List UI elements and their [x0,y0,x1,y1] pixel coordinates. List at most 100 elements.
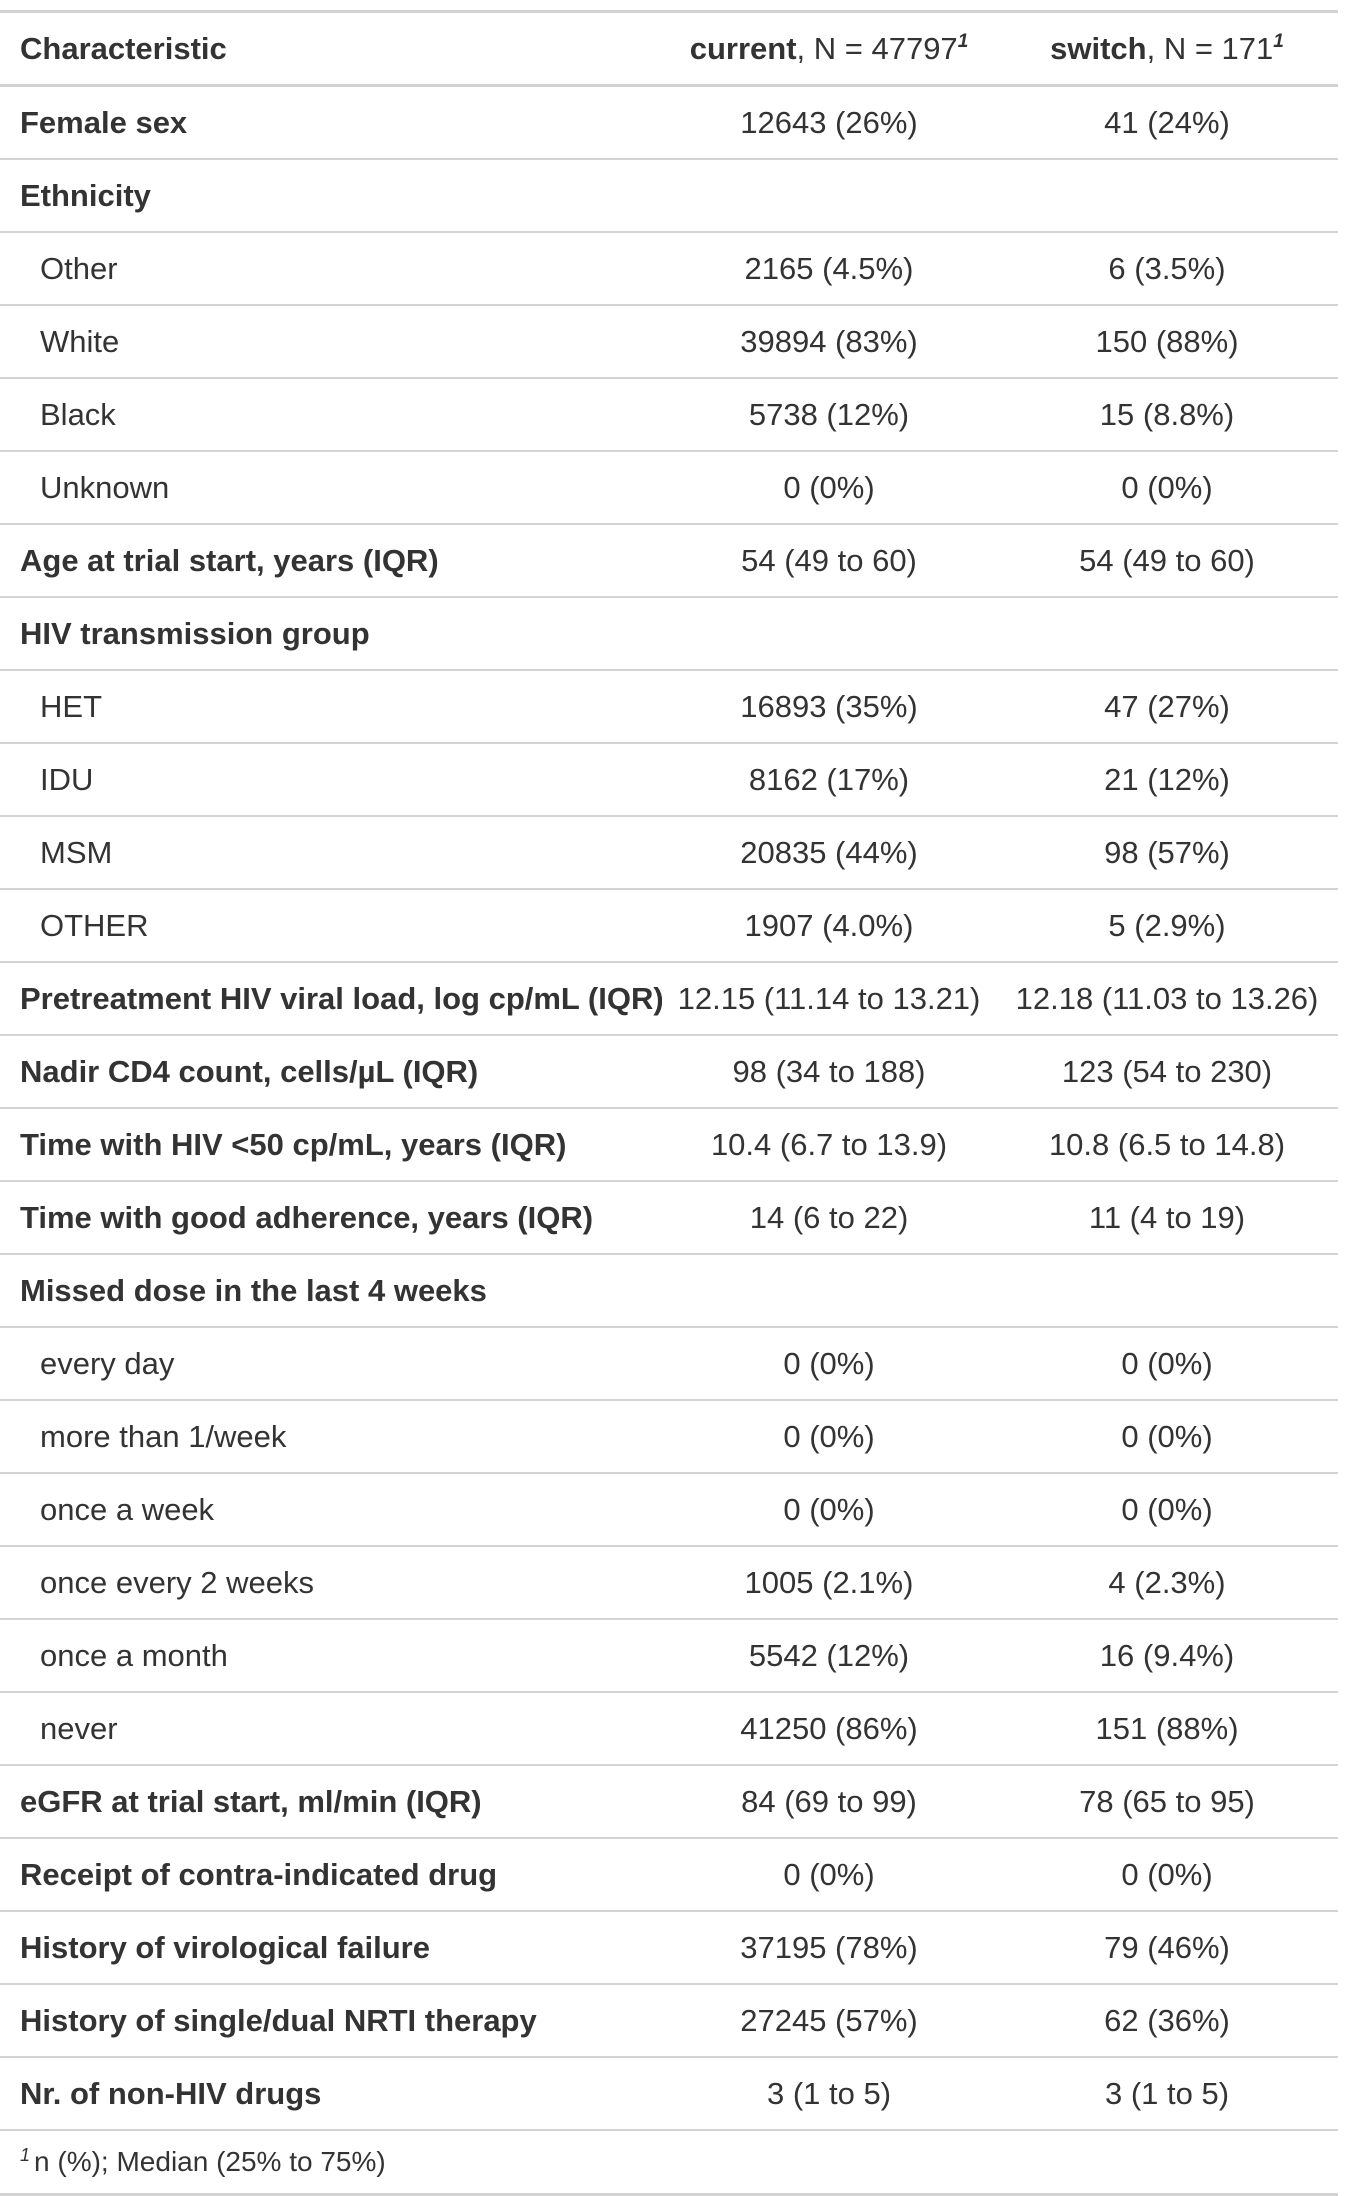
row-label: HIV transmission group [0,597,662,671]
table-row: History of single/dual NRTI therapy 27245… [0,1984,1338,2058]
row-label: Ethnicity [0,159,662,233]
row-label: Black [0,378,662,452]
row-label: MSM [0,816,662,890]
current-value: 98 (34 to 188) [662,1035,996,1109]
row-label: Female sex [0,85,662,160]
switch-value: 16 (9.4%) [996,1619,1338,1693]
switch-value: 123 (54 to 230) [996,1035,1338,1109]
current-value: 5542 (12%) [662,1619,996,1693]
switch-value: 0 (0%) [996,1400,1338,1474]
current-value: 1907 (4.0%) [662,889,996,963]
row-label: every day [0,1327,662,1401]
header-current-footnote-mark: 1 [957,31,969,52]
table-row: Nr. of non-HIV drugs 3 (1 to 5) 3 (1 to 5) [0,2057,1338,2131]
row-label: White [0,305,662,379]
header-switch-name: switch [1050,31,1147,66]
table-row: Pretreatment HIV viral load, log cp/mL (… [0,962,1338,1036]
row-label: Missed dose in the last 4 weeks [0,1254,662,1328]
table-body: Female sex 12643 (26%) 41 (24%) Ethnicity Ot… [0,85,1338,2131]
row-label: Nr. of non-HIV drugs [0,2057,662,2131]
table-row: IDU 8162 (17%) 21 (12%) [0,743,1338,817]
header-current: current, N = 477971 [662,11,996,87]
switch-value: 79 (46%) [996,1911,1338,1985]
row-label: Time with good adherence, years (IQR) [0,1181,662,1255]
table-row: Time with HIV <50 cp/mL, years (IQR) 10.4… [0,1108,1338,1182]
footnote-text: n (%); Median (25% to 75%) [34,2146,386,2177]
current-value: 5738 (12%) [662,378,996,452]
switch-value: 0 (0%) [996,1838,1338,1912]
table-row: MSM 20835 (44%) 98 (57%) [0,816,1338,890]
summary-table-container: Characteristic current, N = 477971 switc… [0,10,1338,2196]
row-label: History of single/dual NRTI therapy [0,1984,662,2058]
row-label: Age at trial start, years (IQR) [0,524,662,598]
current-value [662,1254,996,1328]
current-value: 12643 (26%) [662,85,996,160]
current-value: 41250 (86%) [662,1692,996,1766]
current-value: 10.4 (6.7 to 13.9) [662,1108,996,1182]
switch-value: 62 (36%) [996,1984,1338,2058]
footnote-mark: 1 [20,2145,31,2165]
switch-value: 4 (2.3%) [996,1546,1338,1620]
current-value: 3 (1 to 5) [662,2057,996,2131]
row-label: History of virological failure [0,1911,662,1985]
current-value [662,597,996,671]
table-row: Other 2165 (4.5%) 6 (3.5%) [0,232,1338,306]
header-characteristic: Characteristic [0,11,662,87]
table-row: Female sex 12643 (26%) 41 (24%) [0,85,1338,160]
table-row: eGFR at trial start, ml/min (IQR) 84 (69 … [0,1765,1338,1839]
switch-value [996,1254,1338,1328]
row-label: more than 1/week [0,1400,662,1474]
table-row: Black 5738 (12%) 15 (8.8%) [0,378,1338,452]
current-value: 2165 (4.5%) [662,232,996,306]
row-label: Receipt of contra-indicated drug [0,1838,662,1912]
row-label: Other [0,232,662,306]
header-switch-footnote-mark: 1 [1273,31,1284,52]
switch-value: 98 (57%) [996,816,1338,890]
table-row: every day 0 (0%) 0 (0%) [0,1327,1338,1401]
row-label: never [0,1692,662,1766]
table-row: once every 2 weeks 1005 (2.1%) 4 (2.3%) [0,1546,1338,1620]
switch-value: 10.8 (6.5 to 14.8) [996,1108,1338,1182]
switch-value [996,159,1338,233]
table-row: Missed dose in the last 4 weeks [0,1254,1338,1328]
switch-value: 54 (49 to 60) [996,524,1338,598]
row-label: Nadir CD4 count, cells/µL (IQR) [0,1035,662,1109]
switch-value: 78 (65 to 95) [996,1765,1338,1839]
switch-value: 15 (8.8%) [996,378,1338,452]
switch-value: 6 (3.5%) [996,232,1338,306]
switch-value: 21 (12%) [996,743,1338,817]
row-label: Time with HIV <50 cp/mL, years (IQR) [0,1108,662,1182]
header-switch: switch, N = 1711 [996,11,1338,87]
row-label: once every 2 weeks [0,1546,662,1620]
row-label: Pretreatment HIV viral load, log cp/mL (… [0,962,662,1036]
table-row: once a week 0 (0%) 0 (0%) [0,1473,1338,1547]
current-value: 1005 (2.1%) [662,1546,996,1620]
table-row: Time with good adherence, years (IQR) 14 … [0,1181,1338,1255]
row-label: HET [0,670,662,744]
table-row: once a month 5542 (12%) 16 (9.4%) [0,1619,1338,1693]
summary-table: Characteristic current, N = 477971 switc… [0,10,1338,2196]
table-row: more than 1/week 0 (0%) 0 (0%) [0,1400,1338,1474]
current-value: 39894 (83%) [662,305,996,379]
table-row: never 41250 (86%) 151 (88%) [0,1692,1338,1766]
switch-value: 0 (0%) [996,451,1338,525]
current-value: 0 (0%) [662,451,996,525]
current-value: 14 (6 to 22) [662,1181,996,1255]
switch-value [996,597,1338,671]
switch-value: 151 (88%) [996,1692,1338,1766]
table-row: Age at trial start, years (IQR) 54 (49 to… [0,524,1338,598]
row-label: once a month [0,1619,662,1693]
row-label: IDU [0,743,662,817]
current-value: 20835 (44%) [662,816,996,890]
table-row: White 39894 (83%) 150 (88%) [0,305,1338,379]
switch-value: 11 (4 to 19) [996,1181,1338,1255]
current-value: 37195 (78%) [662,1911,996,1985]
row-label: eGFR at trial start, ml/min (IQR) [0,1765,662,1839]
table-row: Nadir CD4 count, cells/µL (IQR) 98 (34 to… [0,1035,1338,1109]
header-row: Characteristic current, N = 477971 switc… [0,11,1338,87]
switch-value: 150 (88%) [996,305,1338,379]
header-switch-n: , N = 171 [1146,31,1274,66]
current-value: 12.15 (11.14 to 13.21) [662,962,996,1036]
header-current-name: current [689,31,797,66]
